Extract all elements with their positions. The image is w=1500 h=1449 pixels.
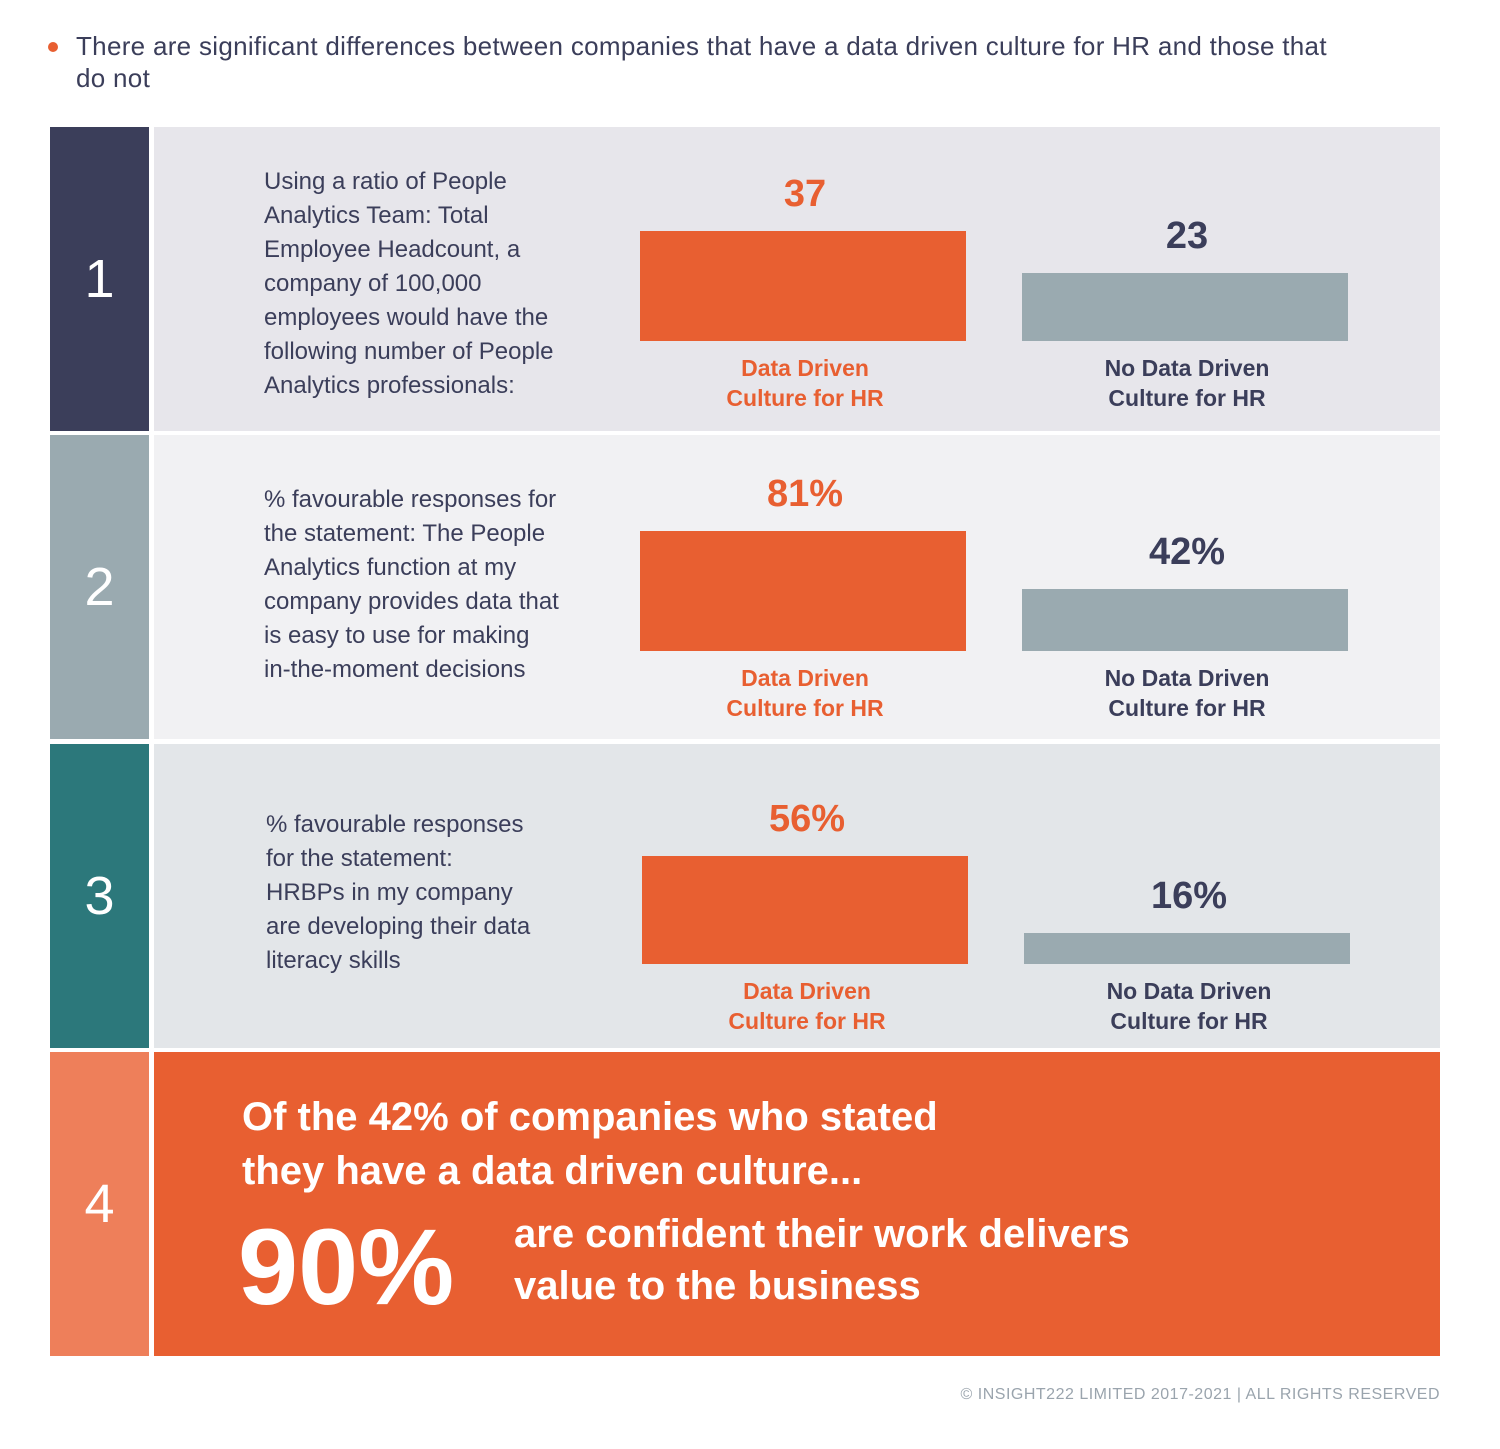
stat-lead-line-1: Of the 42% of companies who stated bbox=[242, 1095, 938, 1139]
description-line: employees would have the bbox=[264, 304, 549, 331]
chart-row-2: 2 % favourable responses for the statement… bbox=[50, 435, 1440, 739]
description-line: Analytics function at my bbox=[264, 554, 517, 581]
category-label: No Data Driven Culture for HR bbox=[1104, 665, 1270, 721]
bar-value-label: 81% bbox=[766, 473, 844, 515]
description-line: % favourable responses for bbox=[264, 486, 557, 513]
category-label: No Data Driven Culture for HR bbox=[1106, 978, 1272, 1034]
chart-row-1: 1 Using a ratio of People Analytics Team: … bbox=[50, 127, 1440, 431]
category-label: Data Driven Culture for HR bbox=[726, 665, 884, 721]
bullet-dot-icon bbox=[48, 42, 58, 52]
description-line: Analytics professionals: bbox=[264, 372, 515, 399]
row-number: 1 bbox=[50, 127, 149, 431]
category-label: Data Driven Culture for HR bbox=[728, 978, 886, 1034]
bar-data-driven bbox=[640, 531, 966, 651]
description-line: the statement: The People bbox=[264, 520, 546, 547]
row-number: 2 bbox=[50, 435, 149, 739]
copyright-footer: © INSIGHT222 LIMITED 2017-2021 | ALL RIG… bbox=[960, 1386, 1440, 1403]
chart-panel: Using a ratio of People Analytics Team: T… bbox=[154, 127, 1440, 431]
row-description: % favourable responses for the statement:… bbox=[266, 808, 530, 978]
description-line: is easy to use for making bbox=[264, 622, 530, 649]
bar-value-label: 16% bbox=[1150, 875, 1228, 917]
bar-data-driven bbox=[640, 231, 966, 341]
bar-value-label: 56% bbox=[768, 798, 846, 840]
description-line: following number of People bbox=[264, 338, 554, 365]
description-line: Analytics Team: Total bbox=[264, 202, 489, 229]
chart-panel: % favourable responses for the statement:… bbox=[154, 744, 1440, 1048]
intro-text: There are significant differences betwee… bbox=[76, 31, 1327, 93]
category-label: Data Driven Culture for HR bbox=[726, 355, 884, 411]
intro: There are significant differences betwee… bbox=[48, 30, 1348, 94]
bar-value-label: 42% bbox=[1148, 531, 1226, 573]
stat-panel: Of the 42% of companies who stated they … bbox=[154, 1052, 1440, 1356]
description-line: company provides data that bbox=[264, 588, 559, 615]
row-number: 4 bbox=[50, 1052, 149, 1356]
stat-row-4: 4 Of the 42% of companies who stated the… bbox=[50, 1052, 1440, 1356]
description-line: are developing their data bbox=[266, 913, 531, 940]
stat-big-number: 90% bbox=[238, 1206, 455, 1327]
bar-no-data-driven bbox=[1022, 589, 1348, 651]
bar-no-data-driven bbox=[1024, 933, 1350, 964]
description-line: HRBPs in my company bbox=[266, 879, 513, 906]
bar-data-driven bbox=[642, 856, 968, 964]
bar-no-data-driven bbox=[1022, 273, 1348, 341]
description-line: company of 100,000 bbox=[264, 270, 482, 297]
row-description: Using a ratio of People Analytics Team: T… bbox=[264, 165, 554, 403]
description-line: in-the-moment decisions bbox=[264, 656, 526, 683]
bar-value-label: 23 bbox=[1165, 215, 1209, 257]
chart-row-3: 3 % favourable responses for the statement… bbox=[50, 744, 1440, 1048]
bar-value-label: 37 bbox=[783, 173, 827, 215]
description-line: literacy skills bbox=[266, 947, 401, 974]
chart-panel: % favourable responses for the statement:… bbox=[154, 435, 1440, 739]
stat-rest-line-1: are confident their work delivers bbox=[514, 1212, 1130, 1256]
row-description: % favourable responses for the statement:… bbox=[264, 483, 559, 687]
stat-lead-line-2: they have a data driven culture... bbox=[242, 1149, 863, 1193]
description-line: % favourable responses bbox=[266, 811, 524, 838]
row-number: 3 bbox=[50, 744, 149, 1048]
description-line: Employee Headcount, a bbox=[264, 236, 521, 263]
description-line: Using a ratio of People bbox=[264, 168, 507, 195]
category-label: No Data Driven Culture for HR bbox=[1104, 355, 1270, 411]
stat-rest-line-2: value to the business bbox=[514, 1264, 921, 1308]
description-line: for the statement: bbox=[266, 845, 453, 872]
